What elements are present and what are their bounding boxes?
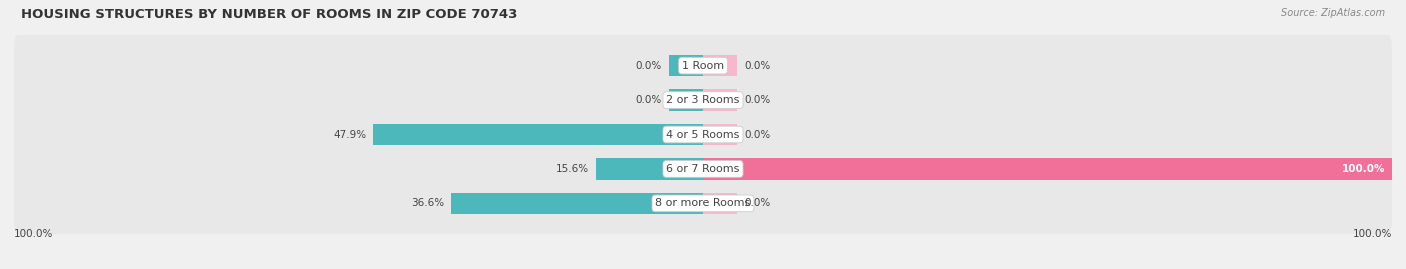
Bar	[703, 89, 738, 111]
Bar	[703, 193, 738, 214]
Text: 0.0%: 0.0%	[744, 61, 770, 71]
Bar	[669, 55, 703, 76]
Text: 8 or more Rooms: 8 or more Rooms	[655, 198, 751, 208]
FancyBboxPatch shape	[14, 138, 1392, 200]
Text: 6 or 7 Rooms: 6 or 7 Rooms	[666, 164, 740, 174]
Text: 0.0%: 0.0%	[636, 61, 662, 71]
FancyBboxPatch shape	[14, 35, 1392, 96]
Bar	[451, 193, 703, 214]
Text: 0.0%: 0.0%	[744, 129, 770, 140]
Text: 100.0%: 100.0%	[14, 229, 53, 239]
Text: 100.0%: 100.0%	[1353, 229, 1392, 239]
Text: 15.6%: 15.6%	[555, 164, 589, 174]
Bar	[703, 158, 1392, 180]
Text: 4 or 5 Rooms: 4 or 5 Rooms	[666, 129, 740, 140]
Text: 0.0%: 0.0%	[744, 95, 770, 105]
Text: 0.0%: 0.0%	[744, 198, 770, 208]
FancyBboxPatch shape	[14, 173, 1392, 234]
Text: 100.0%: 100.0%	[1341, 164, 1385, 174]
Bar	[669, 89, 703, 111]
FancyBboxPatch shape	[14, 69, 1392, 131]
Bar	[703, 124, 738, 145]
Text: 2 or 3 Rooms: 2 or 3 Rooms	[666, 95, 740, 105]
Text: 47.9%: 47.9%	[333, 129, 366, 140]
FancyBboxPatch shape	[14, 104, 1392, 165]
Bar	[596, 158, 703, 180]
Text: 1 Room: 1 Room	[682, 61, 724, 71]
Text: Source: ZipAtlas.com: Source: ZipAtlas.com	[1281, 8, 1385, 18]
Bar	[373, 124, 703, 145]
Text: HOUSING STRUCTURES BY NUMBER OF ROOMS IN ZIP CODE 70743: HOUSING STRUCTURES BY NUMBER OF ROOMS IN…	[21, 8, 517, 21]
Text: 36.6%: 36.6%	[411, 198, 444, 208]
Text: 0.0%: 0.0%	[636, 95, 662, 105]
Bar	[703, 55, 738, 76]
